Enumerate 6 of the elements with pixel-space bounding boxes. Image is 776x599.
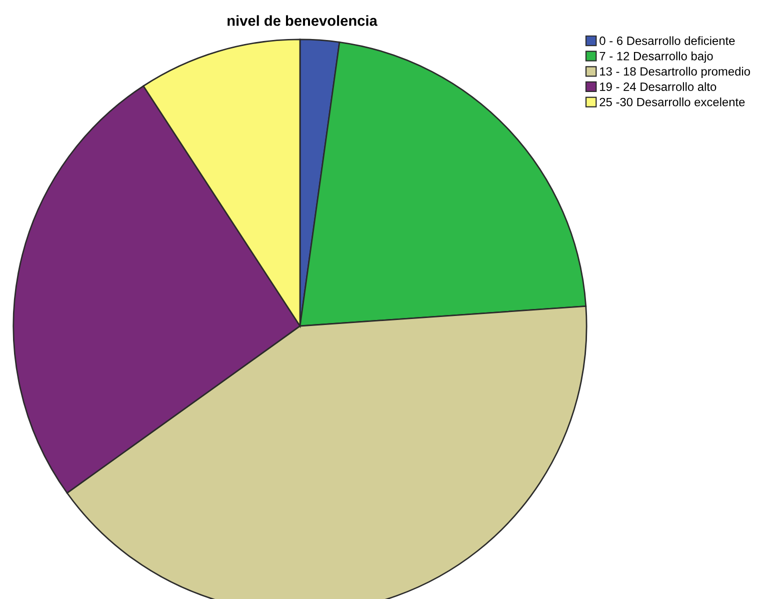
legend-label: 25 -30 Desarrollo excelente — [600, 98, 745, 106]
legend-label: 19 - 24 Desarrollo alto — [600, 82, 716, 91]
chart-title: nivel de benevolencia — [228, 15, 378, 26]
legend-label: 13 - 18 Desartrollo promedio — [600, 66, 750, 78]
legend-label: 7 - 12 Desarrollo bajo — [600, 52, 713, 63]
legend-label: 0 - 6 Desarrollo deficiente — [600, 36, 735, 46]
